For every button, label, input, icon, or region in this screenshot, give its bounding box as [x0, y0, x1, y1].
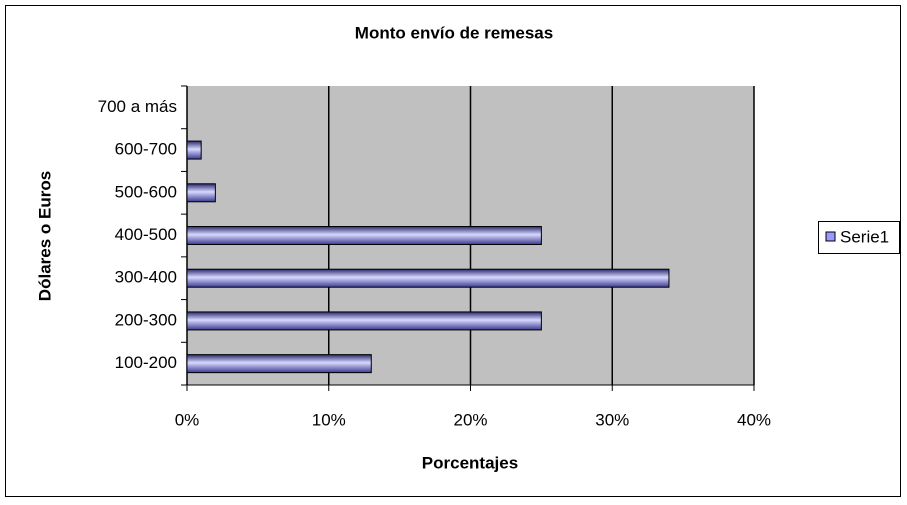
y-tick-label: 700 a más: [98, 97, 177, 116]
chart-title: Monto envío de remesas: [355, 23, 553, 42]
y-tick-label: 600-700: [115, 140, 177, 159]
y-tick-label: 400-500: [115, 225, 177, 244]
x-tick-label: 20%: [453, 410, 487, 429]
x-tick-label: 30%: [595, 410, 629, 429]
x-tick-label: 10%: [312, 410, 346, 429]
bar: [186, 268, 670, 288]
y-tick-label: 100-200: [115, 353, 177, 372]
legend-key: [825, 231, 836, 242]
y-tick-label: 200-300: [115, 310, 177, 329]
bar: [186, 140, 202, 160]
bar: [186, 354, 372, 374]
y-axis-title: Dólares o Euros: [35, 171, 54, 301]
y-tick-label: 300-400: [115, 268, 177, 287]
y-tick-label: 500-600: [115, 182, 177, 201]
legend-label: Serie1: [840, 227, 889, 246]
x-tick-label: 0%: [175, 410, 200, 429]
x-axis-title: Porcentajes: [422, 453, 518, 472]
x-tick-label: 40%: [737, 410, 771, 429]
bar: [186, 183, 216, 203]
bar: [186, 226, 542, 245]
bar: [186, 311, 542, 331]
